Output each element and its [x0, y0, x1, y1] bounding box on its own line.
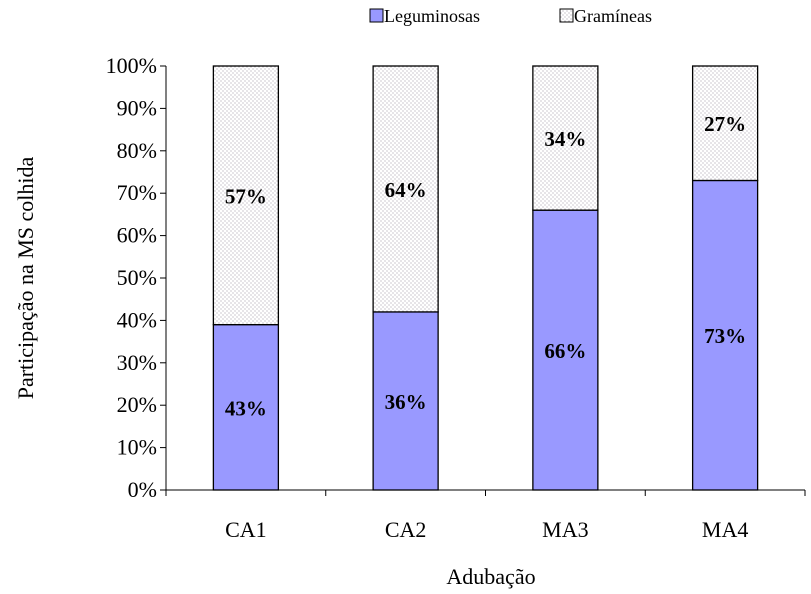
- y-tick-label: 40%: [117, 307, 157, 332]
- bar-gram-neas-ma3: [532, 65, 599, 211]
- y-tick-label: 30%: [117, 350, 157, 375]
- data-label: 34%: [544, 127, 586, 151]
- data-label: 36%: [385, 390, 427, 414]
- legend-label-leguminosas: Leguminosas: [384, 6, 480, 26]
- data-label: 27%: [704, 112, 746, 136]
- legend-item-leguminosas: Leguminosas: [369, 6, 480, 26]
- y-tick-label: 100%: [106, 53, 157, 78]
- bar-gram-neas-ca1: [212, 65, 280, 326]
- data-label: 43%: [225, 396, 267, 420]
- x-tick-label: CA1: [225, 517, 267, 542]
- y-tick-label: 80%: [117, 138, 157, 163]
- x-tick-label: MA4: [702, 517, 748, 542]
- x-axis-title: Adubação: [446, 564, 535, 589]
- legend: Leguminosas Gramíneas: [369, 6, 652, 26]
- y-tick-label: 50%: [117, 265, 157, 290]
- legend-item-gramineas: Gramíneas: [559, 6, 652, 26]
- bar-leguminosas-ma4: [691, 179, 759, 491]
- y-tick-label: 10%: [117, 435, 157, 460]
- data-label: 66%: [544, 339, 586, 363]
- plot-area: 43% 57% 36% 64% 66% 34% 73% 27%: [212, 65, 759, 491]
- y-axis: 0% 10% 20% 30% 40% 50% 60% 70% 80% 90% 100%: [106, 53, 167, 502]
- data-label: 73%: [704, 324, 746, 348]
- data-label: 57%: [225, 184, 267, 208]
- bar-gram-neas-ma4: [691, 65, 759, 182]
- y-tick-label: 0%: [128, 477, 157, 502]
- legend-swatch-leguminosas: [369, 8, 384, 23]
- y-tick-label: 70%: [117, 180, 157, 205]
- y-tick-label: 60%: [117, 223, 157, 248]
- legend-swatch-gramineas: [559, 8, 574, 23]
- x-tick-label: MA3: [542, 517, 588, 542]
- y-tick-label: 20%: [117, 392, 157, 417]
- y-tick-label: 90%: [117, 95, 157, 120]
- x-axis: CA1 CA2 MA3 MA4: [165, 489, 806, 542]
- y-axis-title: Participação na MS colhida: [13, 157, 38, 400]
- data-label: 64%: [385, 178, 427, 202]
- bar-gram-neas-ca2: [372, 65, 439, 313]
- x-tick-label: CA2: [385, 517, 427, 542]
- legend-label-gramineas: Gramíneas: [574, 6, 652, 26]
- bar-leguminosas-ma3: [532, 209, 599, 491]
